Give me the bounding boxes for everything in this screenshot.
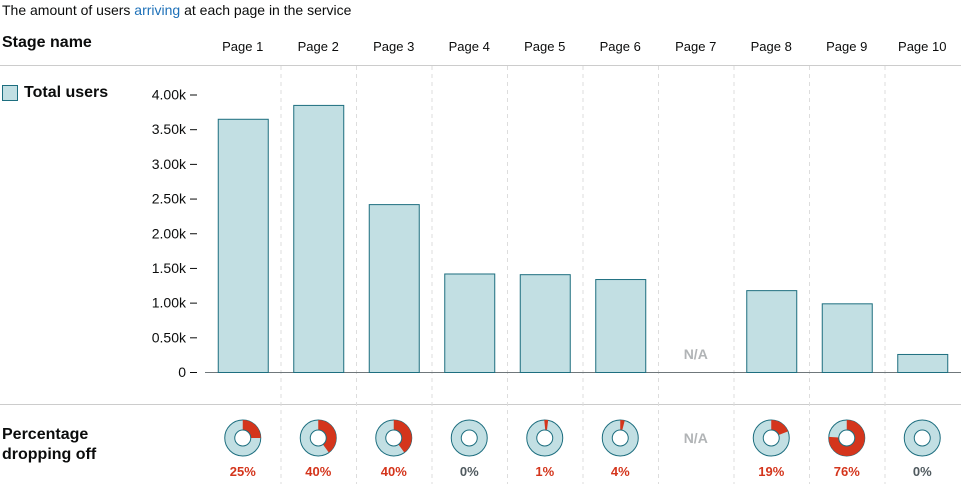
bar-na-label: N/A <box>684 346 708 362</box>
y-tick-label: 3.50k <box>152 121 187 137</box>
dropoff-title-line1: Percentage <box>2 426 89 443</box>
stage-name-header: Stage name <box>2 34 92 51</box>
dropoff-label: 19% <box>758 464 784 479</box>
dropoff-slice <box>242 420 261 439</box>
legend: Total users <box>2 84 108 102</box>
dropoff-title: Percentage dropping off <box>2 425 96 465</box>
dropoff-donut-hole <box>385 429 403 447</box>
bar <box>444 273 496 373</box>
bar <box>746 290 798 374</box>
dropoff-donut-hole <box>611 429 629 447</box>
column-header: Page 10 <box>898 39 946 54</box>
column-header: Page 7 <box>675 39 716 54</box>
dropoff-label: 0% <box>913 464 932 479</box>
column-header: Page 4 <box>449 39 490 54</box>
dropoff-donut-hole <box>460 429 478 447</box>
dropoff-na-label: N/A <box>684 430 708 446</box>
bar <box>217 118 269 373</box>
column-header: Page 2 <box>298 39 339 54</box>
dropoff-label: 76% <box>834 464 860 479</box>
dropoff-slice <box>317 420 337 453</box>
dropoff-label: 0% <box>460 464 479 479</box>
bar <box>595 279 647 374</box>
dropoff-slice <box>393 420 412 453</box>
caption-text: The amount of users <box>2 2 135 18</box>
dropoff-label: 4% <box>611 464 630 479</box>
column-header: Page 3 <box>373 39 414 54</box>
y-tick-label: 1.00k <box>152 295 187 311</box>
dropoff-slice <box>770 420 788 436</box>
dropoff-slice <box>828 420 865 456</box>
column-header: Page 1 <box>222 39 263 54</box>
dropoff-donut-hole <box>838 429 856 447</box>
chart-caption: The amount of users arriving at each pag… <box>2 1 351 19</box>
y-tick-label: 3.00k <box>152 156 187 172</box>
caption-highlight: arriving <box>134 2 181 18</box>
bar <box>368 204 420 373</box>
dropoff-label: 1% <box>535 464 554 479</box>
y-tick-label: 1.50k <box>152 260 187 276</box>
dropoff-label: 40% <box>305 464 331 479</box>
dropoff-donut-hole <box>234 429 252 447</box>
dropoff-label: 25% <box>230 464 256 479</box>
caption-text-end: at each page in the service <box>180 2 352 18</box>
bar <box>821 303 873 374</box>
bar <box>897 353 949 373</box>
dropoff-donut-hole <box>762 429 780 447</box>
dropoff-donut-hole <box>536 429 554 447</box>
y-tick-label: 4.00k <box>152 87 187 103</box>
y-tick-label: 0.50k <box>152 329 187 345</box>
legend-swatch <box>2 85 18 101</box>
column-header: Page 5 <box>524 39 565 54</box>
bar <box>519 274 571 373</box>
dropoff-donut-hole <box>309 429 327 447</box>
legend-label: Total users <box>24 84 109 101</box>
dropoff-label: 40% <box>381 464 407 479</box>
dropoff-title-line2: dropping off <box>2 446 97 463</box>
bar <box>293 104 345 373</box>
column-header: Page 8 <box>751 39 792 54</box>
y-tick-label: 0 <box>178 364 186 380</box>
column-header: Page 9 <box>826 39 867 54</box>
y-tick-label: 2.00k <box>152 225 187 241</box>
column-header: Page 6 <box>600 39 641 54</box>
y-tick-label: 2.50k <box>152 191 187 207</box>
dropoff-donut-hole <box>913 429 931 447</box>
